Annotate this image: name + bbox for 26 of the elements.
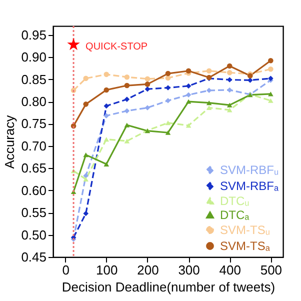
legend-label: SVM-RBFᵤ [220, 163, 279, 177]
legend-label: SVM-TSₐ [220, 239, 270, 253]
y-tick-label: 0.60 [21, 182, 46, 198]
x-tick-label: 100 [96, 262, 118, 278]
y-tick-label: 0.85 [21, 72, 46, 87]
y-tick-label: 0.95 [21, 27, 46, 42]
y-tick-label: 0.65 [21, 160, 46, 176]
y-tick-label: 0.70 [21, 138, 46, 154]
x-tick-label: 300 [178, 262, 200, 278]
y-axis-title: Accuracy [2, 114, 18, 169]
x-tick-label: 400 [219, 262, 241, 278]
legend-label: SVM-TSᵤ [220, 223, 270, 237]
x-tick-label: 500 [260, 262, 282, 278]
y-tick-label: 0.55 [21, 205, 46, 220]
y-tick-label: 0.50 [21, 227, 46, 242]
x-tick-label: 0 [62, 262, 70, 278]
y-tick-label: 0.80 [21, 94, 46, 110]
legend-label: SVM-RBFₐ [220, 179, 279, 193]
legend-label: DTCₐ [220, 208, 250, 222]
legend-label: DTCᵤ [220, 194, 250, 208]
y-tick-label: 0.45 [21, 250, 46, 264]
x-tick-label: 200 [137, 262, 159, 278]
annotation: QUICK-STOP [86, 42, 148, 53]
x-axis-title: Decision Deadline(number of tweets) [62, 280, 276, 294]
y-tick-label: 0.90 [21, 50, 46, 65]
y-tick-label: 0.75 [21, 116, 46, 132]
